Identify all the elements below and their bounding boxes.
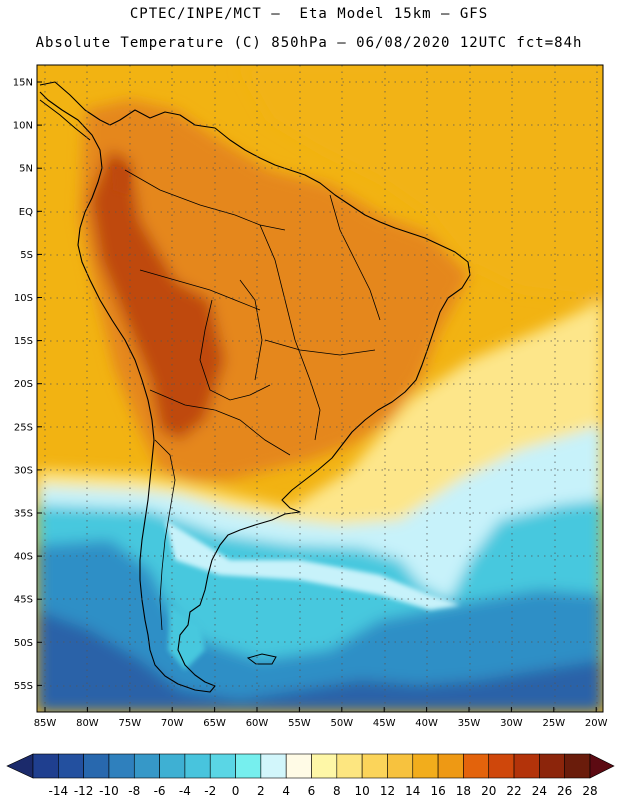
lat-tick-label: 15S: [14, 336, 33, 347]
title-line-2: Absolute Temperature (C) 850hPa — 06/08/…: [35, 35, 583, 51]
colorbar-tick-label: 16: [430, 784, 445, 798]
colorbar-swatch: [32, 753, 59, 779]
lon-tick-label: 50W: [330, 718, 353, 729]
colorbar-tick-label: 20: [481, 784, 496, 798]
central-america-coast: [39, 99, 91, 141]
colorbar-swatch: [311, 753, 338, 779]
colorbar-swatch: [184, 753, 211, 779]
lon-tick-label: 30W: [500, 718, 523, 729]
colorbar-swatch: [336, 753, 363, 779]
lat-tick-label: 15N: [13, 78, 33, 89]
colorbar-tick-label: 24: [532, 784, 547, 798]
lat-tick-label: 5S: [20, 250, 33, 261]
colorbar-tick-label: 10: [354, 784, 369, 798]
colorbar: -14 -12 -10 -8 -6 -4 -2 0 2 4 6 8 10 12 14 16 18 20 22 24 26…: [6, 753, 615, 798]
lat-tick-label: 10S: [14, 293, 33, 304]
lon-tick-label: 75W: [118, 718, 141, 729]
colorbar-tick-label: 26: [557, 784, 572, 798]
colorbar-tick-label: -10: [99, 784, 119, 798]
colorbar-tick-label: 4: [282, 784, 290, 798]
colorbar-swatch: [209, 753, 236, 779]
lat-tick-label: 50S: [14, 638, 33, 649]
colorbar-swatch: [412, 753, 439, 779]
colorbar-swatch: [285, 753, 312, 779]
colorbar-tick-label: 0: [232, 784, 240, 798]
lat-tick-label: 55S: [14, 681, 33, 692]
colorbar-swatch: [387, 753, 414, 779]
colorbar-swatch: [437, 753, 464, 779]
coldest-band: [37, 610, 603, 712]
longitude-axis: 85W 80W 75W 70W 65W 60W 55W 50W 45W 40W 35W 30W 25W 2…: [34, 707, 608, 729]
lat-tick-label: EQ: [19, 207, 33, 218]
very-cool-strip: [165, 520, 460, 610]
lon-tick-label: 60W: [246, 718, 269, 729]
lon-tick-label: 25W: [542, 718, 565, 729]
colorbar-tick-label: 14: [405, 784, 420, 798]
colorbar-swatch: [463, 753, 490, 779]
hottest-region: [90, 150, 225, 440]
south-america-coastline: [39, 81, 471, 693]
colorbar-tick-label: -4: [179, 784, 191, 798]
lon-tick-label: 40W: [415, 718, 438, 729]
colorbar-swatch: [260, 753, 287, 779]
lat-tick-label: 40S: [14, 552, 33, 563]
colorbar-swatch: [58, 753, 84, 779]
colorbar-swatch: [361, 753, 388, 779]
map-border: [36, 64, 604, 713]
colorbar-tick-label: 12: [380, 784, 395, 798]
colorbar-swatch: [488, 753, 515, 779]
colorbar-swatch: [235, 753, 262, 779]
colorbar-tick-label: -6: [154, 784, 166, 798]
lat-tick-label: 20S: [14, 379, 33, 390]
lat-tick-label: 30S: [14, 465, 33, 476]
lon-tick-label: 65W: [203, 718, 226, 729]
colorbar-under-arrow: [6, 753, 34, 779]
colorbar-tick-label: -14: [49, 784, 69, 798]
country-borders: [124, 169, 381, 631]
lat-tick-label: 5N: [19, 164, 33, 175]
hot-northeast-cell: [380, 240, 440, 290]
lon-tick-label: 45W: [373, 718, 396, 729]
colorbar-tick-label: -2: [204, 784, 216, 798]
colorbar-tick-label: 8: [333, 784, 341, 798]
lon-tick-label: 80W: [76, 718, 99, 729]
lon-tick-label: 70W: [161, 718, 184, 729]
temperature-field: [37, 65, 603, 712]
colorbar-swatch: [539, 753, 565, 779]
falkland-islands: [246, 653, 277, 665]
lat-tick-label: 10N: [13, 121, 33, 132]
colorbar-over-arrow: [589, 753, 615, 779]
colder-band: [37, 540, 603, 712]
colorbar-swatch: [83, 753, 110, 779]
andes-warm-spot: [112, 165, 130, 195]
colorbar-tick-label: -8: [128, 784, 140, 798]
colorbar-swatch: [513, 753, 540, 779]
lon-tick-label: 35W: [458, 718, 481, 729]
colorbar-swatch: [133, 753, 160, 779]
colorbar-tick-label: -12: [74, 784, 94, 798]
lon-tick-label: 55W: [288, 718, 311, 729]
title-line-1: CPTEC/INPE/MCT — Eta Model 15km — GFS: [129, 6, 489, 22]
lat-tick-label: 35S: [14, 509, 33, 520]
colorbar-tick-label: 2: [257, 784, 265, 798]
colorbar-swatch: [159, 753, 186, 779]
lat-tick-label: 45S: [14, 595, 33, 606]
latitude-axis: 15N 10N 5N EQ 5S 10S 15S 20S 25S 30S 35S 40S 45S 50S 5…: [13, 78, 42, 692]
lat-tick-label: 25S: [14, 422, 33, 433]
colorbar-swatch: [108, 753, 135, 779]
lon-tick-label: 20W: [585, 718, 608, 729]
colorbar-swatch: [564, 753, 591, 779]
colorbar-tick-label: 28: [582, 784, 597, 798]
lon-tick-label: 85W: [34, 718, 57, 729]
colorbar-tick-label: 22: [506, 784, 521, 798]
colorbar-tick-label: 6: [308, 784, 316, 798]
colorbar-tick-label: 18: [456, 784, 471, 798]
patagonia-cold-cell: [168, 605, 205, 670]
